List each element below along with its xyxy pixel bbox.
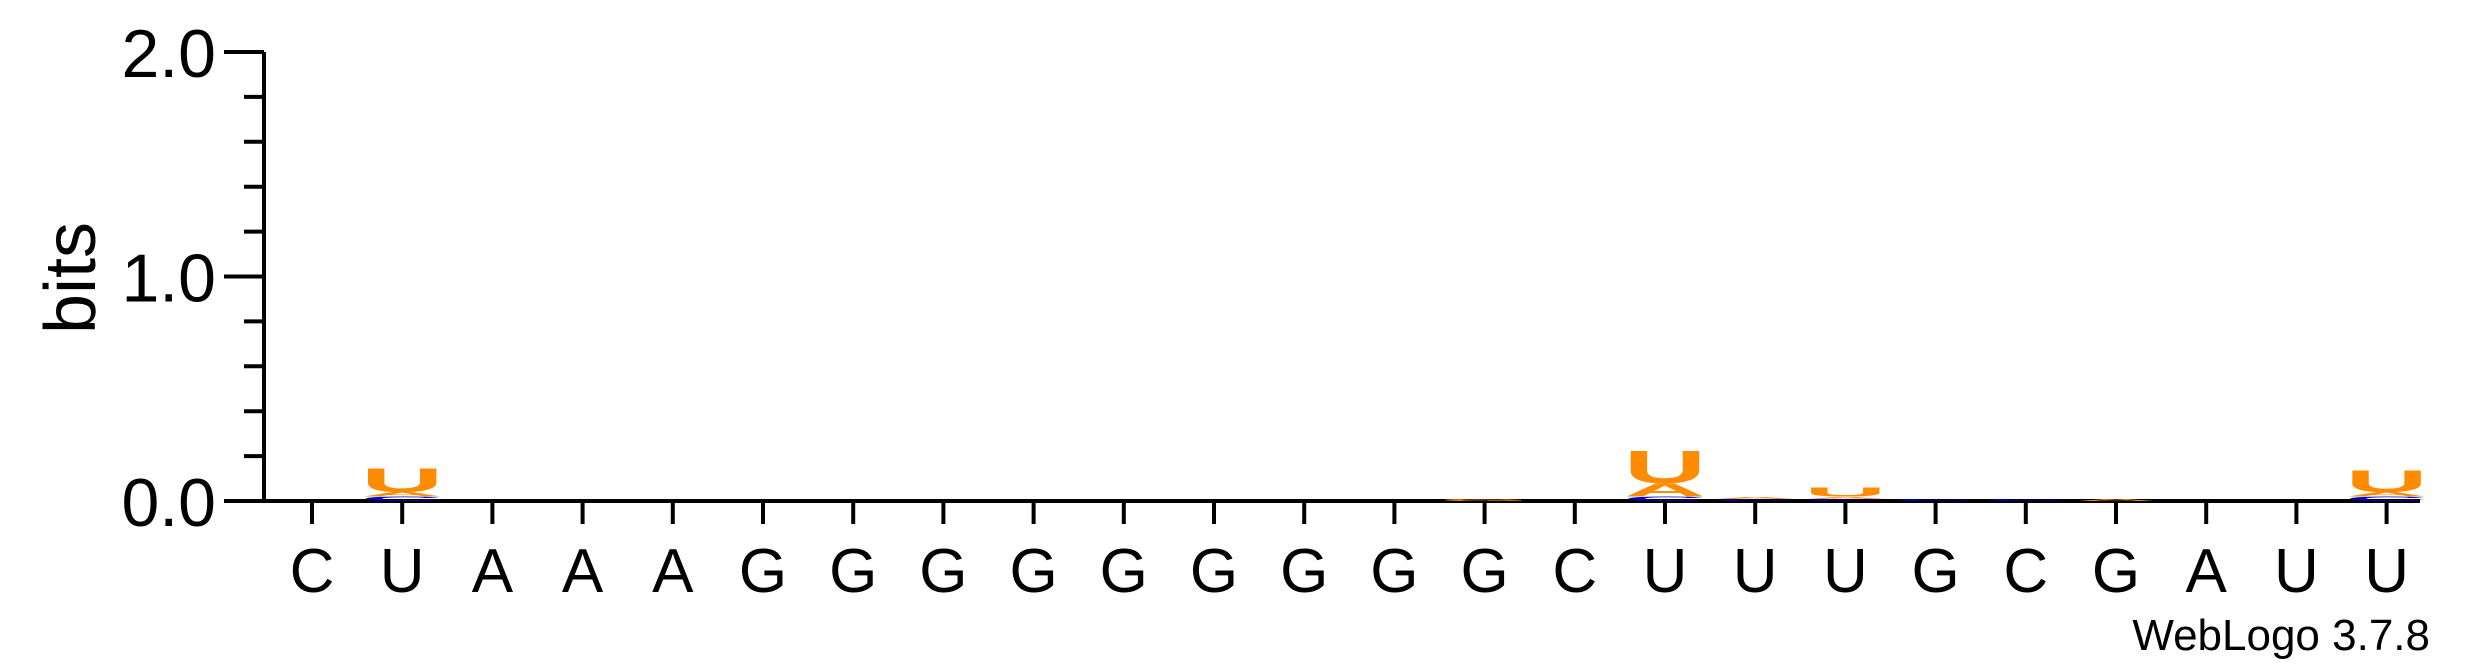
x-tick-label: G <box>2092 537 2140 606</box>
y-tick-label: 1.0 <box>121 241 216 317</box>
y-tick-label: 2.0 <box>121 16 216 92</box>
x-tick-label: U <box>1823 537 1868 606</box>
logo-letter-u: U <box>2345 464 2427 499</box>
x-tick-label: U <box>380 537 425 606</box>
logo-letter-a: A <box>1714 496 1796 499</box>
y-axis-title: bits <box>31 222 111 334</box>
logo-letter-a: A <box>2075 498 2157 501</box>
x-tick-label: G <box>919 537 967 606</box>
x-tick-label: G <box>1911 537 1959 606</box>
logo-letter-c: C <box>2345 495 2427 502</box>
x-tick-label: A <box>652 537 694 606</box>
x-tick-label: C <box>1552 537 1597 606</box>
x-tick-label: A <box>562 537 604 606</box>
logo-letter-c: C <box>1985 498 2067 501</box>
logo-letter-c: C <box>1624 495 1706 502</box>
y-axis-ticks: 0.0 1.0 2.0 <box>121 16 264 541</box>
x-tick-label: U <box>1643 537 1688 606</box>
x-tick-label: A <box>472 537 514 606</box>
x-tick-label: G <box>1460 537 1508 606</box>
logo-letter-a: A <box>2345 491 2427 498</box>
x-tick-label: G <box>1100 537 1148 606</box>
x-tick-label: A <box>2186 537 2228 606</box>
x-tick-label: G <box>829 537 877 606</box>
weblogo-credit: WebLogo 3.7.8 <box>2132 611 2430 660</box>
x-tick-label: G <box>1009 537 1057 606</box>
logo-letter-c: C <box>361 495 443 502</box>
x-tick-label: G <box>1280 537 1328 606</box>
logo-letter-g: G <box>1440 498 1529 501</box>
logo-letter-a: A <box>1624 480 1706 501</box>
x-tick-label: G <box>1370 537 1418 606</box>
logo-letter-a: A <box>361 491 443 498</box>
x-tick-label: U <box>2274 537 2319 606</box>
logo-letter-a: A <box>1804 496 1886 499</box>
x-tick-label: G <box>1190 537 1238 606</box>
x-tick-label: C <box>290 537 335 606</box>
logo-letter-c: C <box>1804 498 1886 501</box>
logo-letter-u: U <box>1624 441 1706 493</box>
logo-letter-c: C <box>1894 498 1976 501</box>
logo-letter-u: U <box>361 461 443 499</box>
x-tick-label: G <box>739 537 787 606</box>
logo-letter-c: C <box>1714 498 1796 501</box>
x-tick-label: U <box>2364 537 2409 606</box>
x-tick-label: C <box>2003 537 2048 606</box>
x-tick-label: U <box>1733 537 1778 606</box>
y-tick-label: 0.0 <box>121 465 216 541</box>
logo-letter-u: U <box>1804 485 1886 499</box>
